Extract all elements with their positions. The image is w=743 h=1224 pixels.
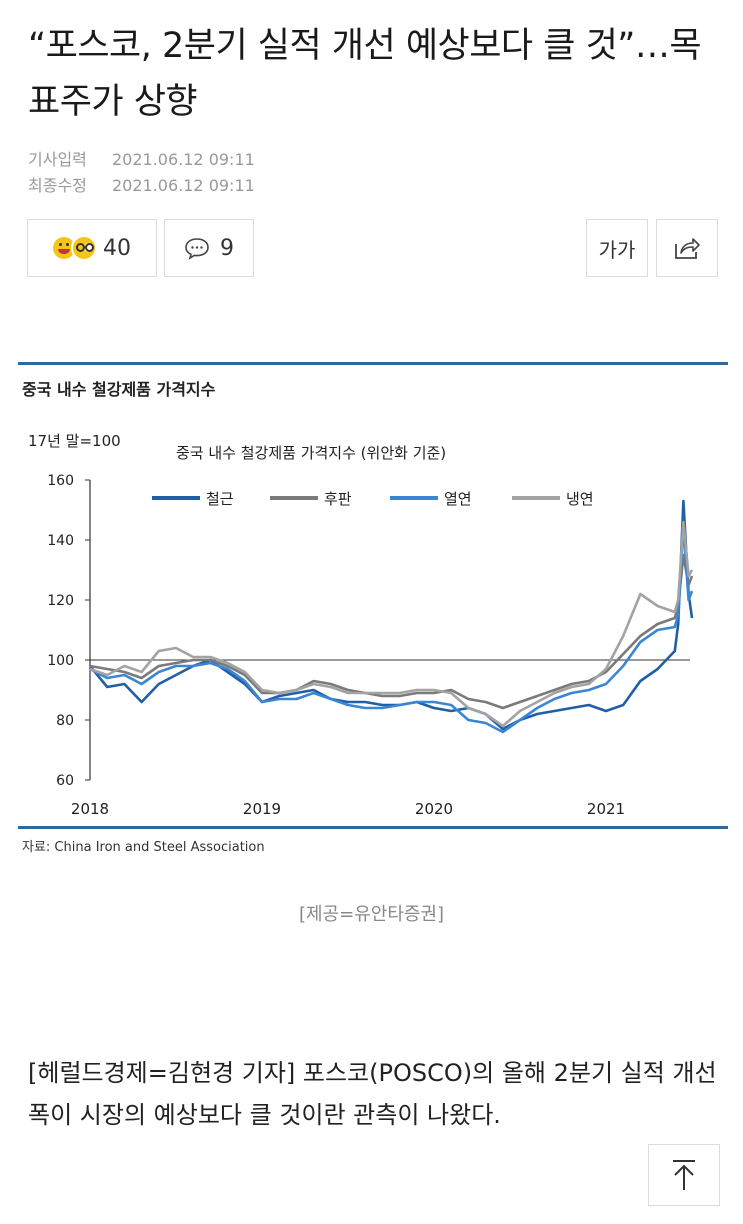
y-tick-label: 80 [56,713,74,729]
y-tick-label: 120 [47,593,74,609]
series-line [89,520,694,728]
font-size-label: 가가 [598,237,636,262]
glasses-face-icon [71,235,97,261]
price-index-chart: 17년 말=100 60 80 100 120 140 160 2018 2019 2020 202… [28,432,694,818]
speech-bubble-icon [185,238,209,260]
y-tick-label: 160 [47,473,74,489]
comments-button[interactable]: 9 [164,219,254,277]
figure-top-rule [18,362,728,365]
legend-label: 열연 [444,490,472,508]
image-caption: [제공=유안타증권] [298,904,445,925]
article-body: [헤럴드경제=김현경 기자] 포스코(POSCO)의 올해 2분기 실적 개선 … [28,1059,717,1129]
y-axis-label: 17년 말=100 [28,432,121,450]
emoji-faces-icon [53,237,75,259]
figure-title: 중국 내수 철강제품 가격지수 [22,380,216,399]
legend-label: 후판 [324,490,352,508]
x-tick-label: 2021 [587,800,625,818]
x-tick-label: 2019 [243,800,281,818]
scroll-top-button[interactable] [648,1144,720,1206]
share-button[interactable] [656,219,718,277]
series-line [89,553,694,710]
y-tick-label: 60 [56,773,74,789]
updated-label: 최종수정 [28,176,87,195]
series-line [89,523,694,734]
y-tick-label: 100 [47,653,74,669]
reactions-count: 40 [103,235,131,261]
figure-bottom-rule [18,826,728,829]
reactions-button[interactable]: 40 [27,219,157,277]
x-tick-label: 2020 [415,800,453,818]
x-tick-label: 2018 [71,800,109,818]
updated-date: 2021.06.12 09:11 [112,176,255,195]
chart-source: 자료: China Iron and Steel Association [22,840,265,855]
updated-row: 최종수정 2021.06.12 09:11 [28,172,255,196]
y-tick-label: 140 [47,533,74,549]
share-icon [675,238,700,259]
published-label: 기사입력 [28,150,87,169]
published-row: 기사입력 2021.06.12 09:11 [28,146,255,170]
legend-label: 철근 [206,490,234,508]
published-date: 2021.06.12 09:11 [112,150,255,169]
arrow-up-icon [673,1160,695,1190]
chart-figure: 중국 내수 철강제품 가격지수 17년 말=100 60 80 100 120 140 16… [18,362,728,862]
font-size-button[interactable]: 가가 [586,219,648,277]
article-headline: “포스코, 2분기 실적 개선 예상보다 클 것”…목표주가 상향 [28,26,702,122]
legend-label: 냉연 [566,490,594,508]
chart-title: 중국 내수 철강제품 가격지수 (위안화 기준) [176,444,446,462]
comments-count: 9 [220,235,234,261]
